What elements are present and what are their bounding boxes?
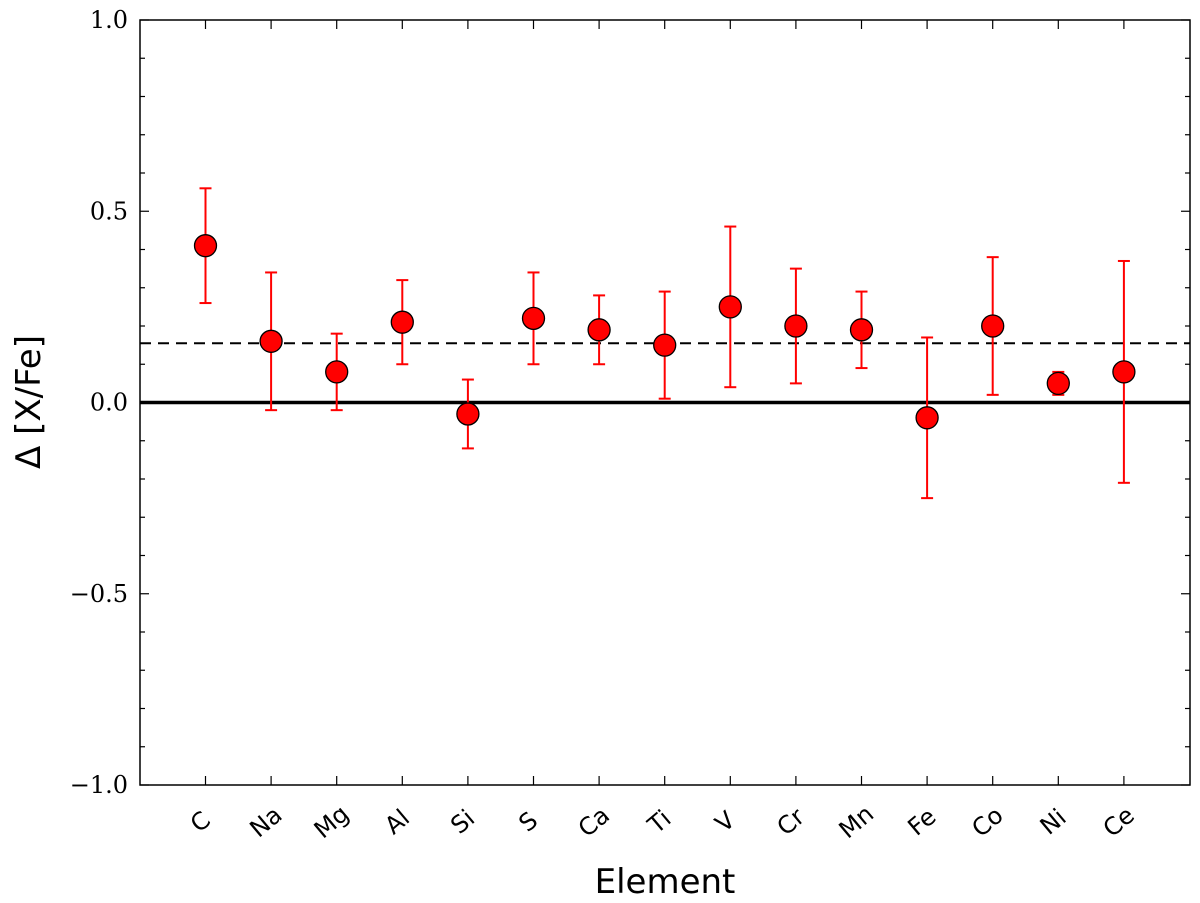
y-axis-title: Δ [X/Fe] bbox=[9, 335, 49, 469]
x-tick-label: Cr bbox=[772, 803, 810, 842]
x-tick-labels: C Na Mg Al Si S Ca Ti V Cr Mn Fe Co Ni Ce bbox=[185, 800, 1140, 845]
data-point bbox=[325, 360, 349, 384]
x-tick-label: Ca bbox=[573, 801, 615, 843]
x-tick-label: Ce bbox=[1098, 801, 1140, 843]
x-tick-label: Co bbox=[967, 801, 1009, 843]
x-tick-label: C bbox=[185, 806, 216, 838]
data-point bbox=[718, 295, 742, 319]
data-point bbox=[390, 310, 414, 334]
plot-frame bbox=[139, 19, 1191, 786]
data-point bbox=[193, 234, 218, 258]
x-tick-label: Al bbox=[379, 804, 415, 840]
y-tick-label: 0.5 bbox=[90, 197, 128, 225]
data-point bbox=[653, 333, 677, 357]
x-tick-label: Mn bbox=[834, 800, 880, 845]
data-point bbox=[981, 314, 1005, 338]
y-tick-label: −0.5 bbox=[70, 580, 128, 608]
x-axis-title: Element bbox=[595, 862, 736, 902]
data-point bbox=[521, 306, 546, 331]
y-tick-labels: −1.0 −0.5 0.0 0.5 1.0 bbox=[70, 6, 128, 799]
data-point bbox=[1046, 371, 1070, 396]
y-tick-label: −1.0 bbox=[70, 771, 128, 799]
x-tick-label: Fe bbox=[903, 802, 942, 841]
y-tick-label: 0.0 bbox=[90, 389, 128, 417]
data-point bbox=[456, 402, 480, 426]
data-point bbox=[259, 329, 283, 353]
x-tick-label: Ti bbox=[642, 805, 677, 840]
data-points bbox=[193, 234, 1136, 430]
x-tick-label: V bbox=[710, 805, 741, 837]
axis-ticks bbox=[140, 19, 1190, 786]
x-tick-label: Si bbox=[445, 804, 480, 840]
x-tick-label: S bbox=[514, 806, 544, 837]
x-tick-label: Ni bbox=[1035, 803, 1072, 840]
y-tick-label: 1.0 bbox=[90, 6, 128, 34]
data-point bbox=[849, 318, 874, 342]
data-point bbox=[1112, 360, 1136, 384]
data-point bbox=[587, 318, 611, 342]
x-tick-label: Na bbox=[244, 801, 287, 843]
data-point bbox=[915, 406, 939, 430]
data-point bbox=[784, 314, 808, 338]
x-tick-label: Mg bbox=[309, 800, 355, 845]
